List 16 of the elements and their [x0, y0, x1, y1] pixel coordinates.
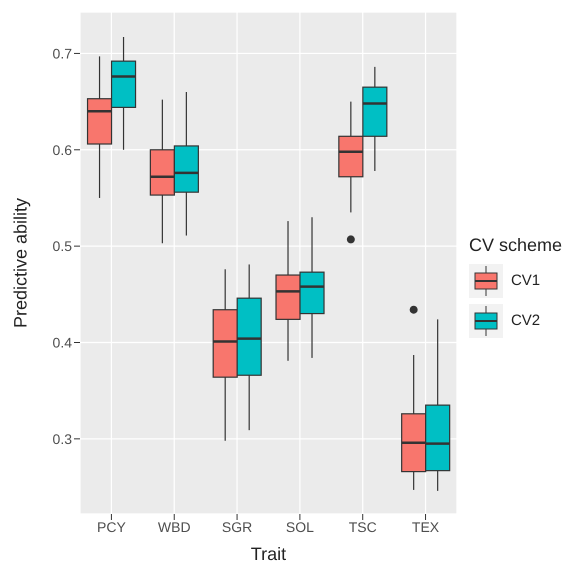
y-tick-label: 0.4 [52, 334, 72, 350]
x-tick-label: SGR [222, 518, 252, 535]
x-tick-label: TEX [412, 518, 440, 535]
legend-label: CV1 [510, 272, 540, 289]
y-axis-title: Predictive ability [10, 198, 30, 328]
x-tick-label: PCY [97, 518, 126, 535]
y-tick-label: 0.5 [52, 238, 72, 254]
y-tick-label: 0.3 [52, 430, 72, 447]
y-tick-label: 0.6 [52, 142, 72, 158]
x-axis-title: Trait [250, 544, 286, 564]
x-tick-label: TSC [348, 518, 377, 535]
x-tick-label: WBD [158, 518, 191, 535]
legend-title: CV scheme [468, 234, 562, 256]
legend-label: CV2 [510, 312, 540, 329]
y-tick-label: 0.7 [52, 45, 72, 62]
x-tick-label: SOL [286, 518, 314, 535]
